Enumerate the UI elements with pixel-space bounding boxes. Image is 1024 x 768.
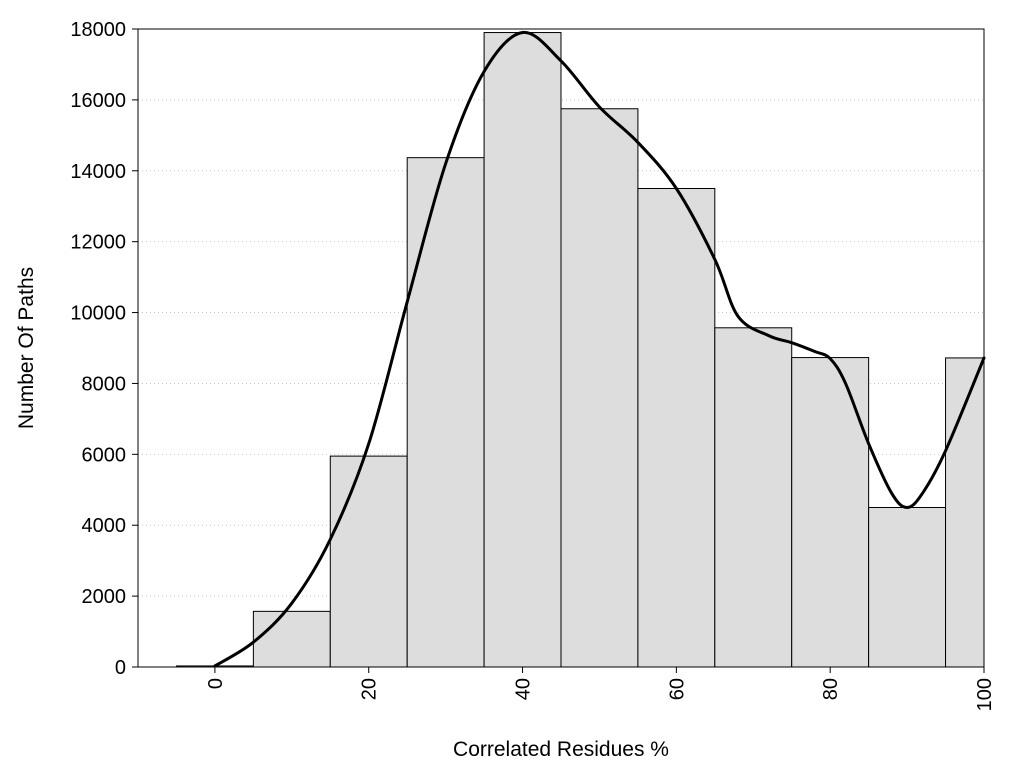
y-tick-label: 10000 bbox=[70, 303, 126, 325]
density-curve bbox=[213, 31, 986, 668]
histogram-bar bbox=[560, 108, 639, 668]
y-tick-label: 16000 bbox=[70, 90, 126, 112]
y-tick-label: 2000 bbox=[82, 586, 127, 608]
x-tick-label: 60 bbox=[666, 678, 688, 700]
x-tick-label: 100 bbox=[974, 678, 996, 711]
x-axis-ticks: 0 20 40 60 80 100 bbox=[205, 667, 996, 711]
x-tick-label: 20 bbox=[359, 678, 381, 700]
bars bbox=[175, 32, 985, 668]
x-tick-label: 80 bbox=[820, 678, 842, 700]
histogram-bar bbox=[252, 610, 331, 668]
y-tick-label: 14000 bbox=[70, 161, 126, 183]
y-axis-ticks: 0 2000 4000 6000 8000 10000 12000 14000 16000 180… bbox=[70, 19, 138, 679]
x-tick-label: 40 bbox=[513, 678, 535, 700]
histogram-bar bbox=[406, 157, 485, 668]
plot-frame bbox=[137, 28, 985, 668]
y-tick-label: 8000 bbox=[82, 373, 127, 395]
y-tick-label: 18000 bbox=[70, 19, 126, 41]
y-tick-label: 4000 bbox=[82, 515, 127, 537]
y-tick-label: 0 bbox=[115, 657, 126, 679]
x-tick-label: 0 bbox=[205, 678, 227, 689]
y-axis-title: Number Of Paths bbox=[15, 267, 38, 429]
histogram-bar bbox=[329, 455, 408, 668]
histogram-bar bbox=[483, 32, 562, 668]
y-tick-label: 12000 bbox=[70, 232, 126, 254]
histogram-bar bbox=[714, 327, 793, 668]
density-curve-line bbox=[213, 31, 986, 668]
histogram-bar bbox=[868, 507, 947, 668]
histogram-bar bbox=[791, 357, 870, 668]
x-axis-title: Correlated Residues % bbox=[453, 738, 669, 761]
y-tick-label: 6000 bbox=[82, 444, 127, 466]
histogram-bar bbox=[637, 188, 716, 668]
